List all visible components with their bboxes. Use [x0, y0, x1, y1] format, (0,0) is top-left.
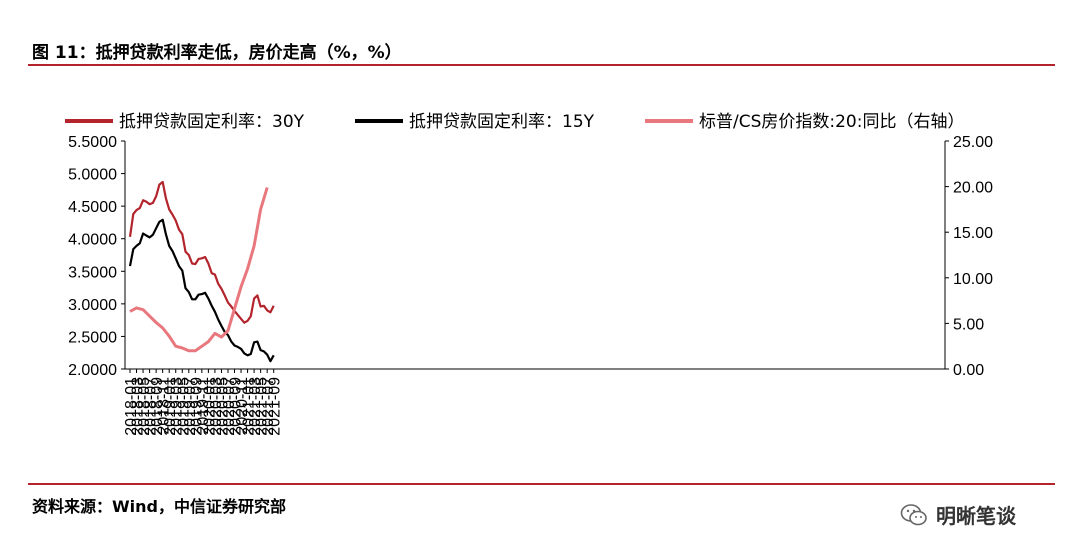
x-tick-label: 2019-11: [195, 377, 212, 435]
x-tick-label: 2019-05: [175, 377, 192, 436]
right-tick-label: 15.00: [953, 225, 993, 242]
brand-name: 明晰笔谈: [936, 504, 1016, 528]
left-tick-label: 5.5000: [68, 134, 117, 151]
right-tick-label: 10.00: [953, 271, 993, 288]
x-tick-label: 2019-07: [182, 377, 199, 436]
left-tick-label: 5.0000: [68, 167, 117, 184]
x-tick-label: 2021-01: [241, 377, 258, 436]
x-tick-label: 2019-03: [169, 377, 186, 436]
brand-watermark: 明晰笔谈: [900, 500, 1016, 529]
left-tick-label: 2.5000: [68, 329, 117, 346]
left-tick-label: 3.5000: [68, 264, 117, 281]
left-tick-label: 3.0000: [68, 297, 117, 314]
x-tick-label: 2021-05: [254, 377, 271, 436]
x-tick-label: 2020-07: [221, 377, 238, 436]
x-tick-label: 2018-11: [156, 377, 173, 435]
chart-axes: 5.5000 5.0000 4.5000 4.0000 3.5000 3.0000 2.50…: [68, 134, 993, 436]
left-tick-label: 2.0000: [68, 362, 117, 379]
legend-label-2: 抵押贷款固定利率：15Y: [409, 112, 595, 132]
right-tick-label: 25.00: [953, 134, 993, 151]
x-tick-label: 2018-05: [136, 377, 153, 436]
x-tick-label: 2018-09: [149, 377, 166, 436]
chart-lines: [128, 180, 275, 363]
bottom-rule: [28, 483, 1055, 485]
series-line-2: [128, 218, 275, 363]
left-tick-label: 4.0000: [68, 232, 117, 249]
line-chart: 抵押贷款固定利率：30Y 抵押贷款固定利率：15Y 标普/CS房价指数:20:同比（…: [65, 112, 993, 436]
legend-label-1: 抵押贷款固定利率：30Y: [119, 112, 305, 132]
x-tick-label: 2020-01: [201, 377, 218, 436]
x-tick-label: 2021-07: [260, 377, 277, 436]
series-line-3: [129, 187, 269, 353]
x-tick-label: 2018-01: [123, 377, 140, 436]
source-note: 资料来源：Wind，中信证券研究部: [32, 497, 286, 516]
x-tick-label: 2020-05: [214, 377, 231, 436]
x-tick-label: 2020-09: [228, 377, 245, 436]
figure-title: 图 11：抵押贷款利率走低，房价走高（%，%）: [32, 43, 402, 63]
legend-label-3: 标普/CS房价指数:20:同比（右轴）: [699, 112, 964, 132]
x-tick-label: 2018-07: [143, 377, 160, 436]
chart-legend: 抵押贷款固定利率：30Y 抵押贷款固定利率：15Y 标普/CS房价指数:20:同比（…: [65, 112, 964, 132]
x-tick-label: 2019-09: [188, 377, 205, 436]
x-tick-label: 2018-03: [130, 377, 147, 436]
wechat-icon: [900, 503, 927, 525]
top-rule: [28, 64, 1055, 66]
x-tick-label: 2019-01: [162, 377, 179, 436]
right-tick-label: 5.00: [953, 316, 984, 333]
series-line-1: [128, 180, 275, 324]
left-tick-label: 4.5000: [68, 199, 117, 216]
x-tick-label: 2020-03: [208, 377, 225, 436]
right-tick-label: 0.00: [953, 362, 984, 379]
x-tick-label: 2021-09: [267, 377, 284, 436]
x-tick-label: 2021-03: [247, 377, 264, 436]
x-tick-label: 2020-11: [234, 377, 251, 435]
right-tick-label: 20.00: [953, 180, 993, 197]
